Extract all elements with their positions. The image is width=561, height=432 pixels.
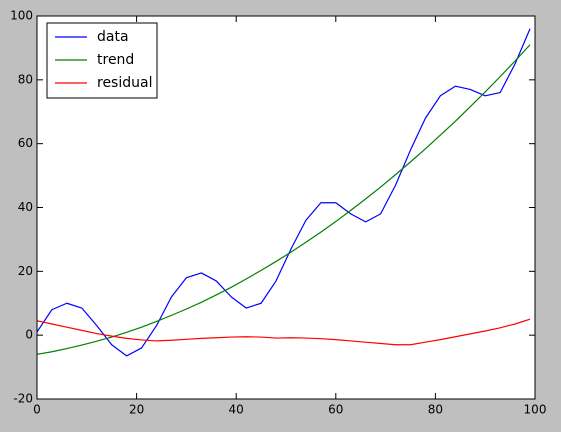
y-tick-label: 60 <box>18 136 33 150</box>
legend-label: trend <box>97 52 134 68</box>
y-tick-label: -20 <box>13 392 33 406</box>
x-tick-label: 40 <box>229 403 244 417</box>
x-tick-label: 0 <box>33 403 41 417</box>
x-tick-label: 100 <box>524 403 547 417</box>
series-line <box>36 318 531 346</box>
y-tick-label: 20 <box>18 264 33 278</box>
y-tick-label: 0 <box>25 328 33 342</box>
y-tick-label: 80 <box>18 72 33 86</box>
plot-border <box>36 15 536 400</box>
x-tick-label: 20 <box>129 403 144 417</box>
series-line <box>36 44 531 355</box>
series-line <box>36 28 531 357</box>
legend-label: data <box>97 29 129 45</box>
x-tick-label: 60 <box>328 403 343 417</box>
y-tick-label: 100 <box>10 9 33 23</box>
x-tick-label: 80 <box>428 403 443 417</box>
y-tick-label: 40 <box>18 200 33 214</box>
legend-label: residual <box>97 75 152 91</box>
